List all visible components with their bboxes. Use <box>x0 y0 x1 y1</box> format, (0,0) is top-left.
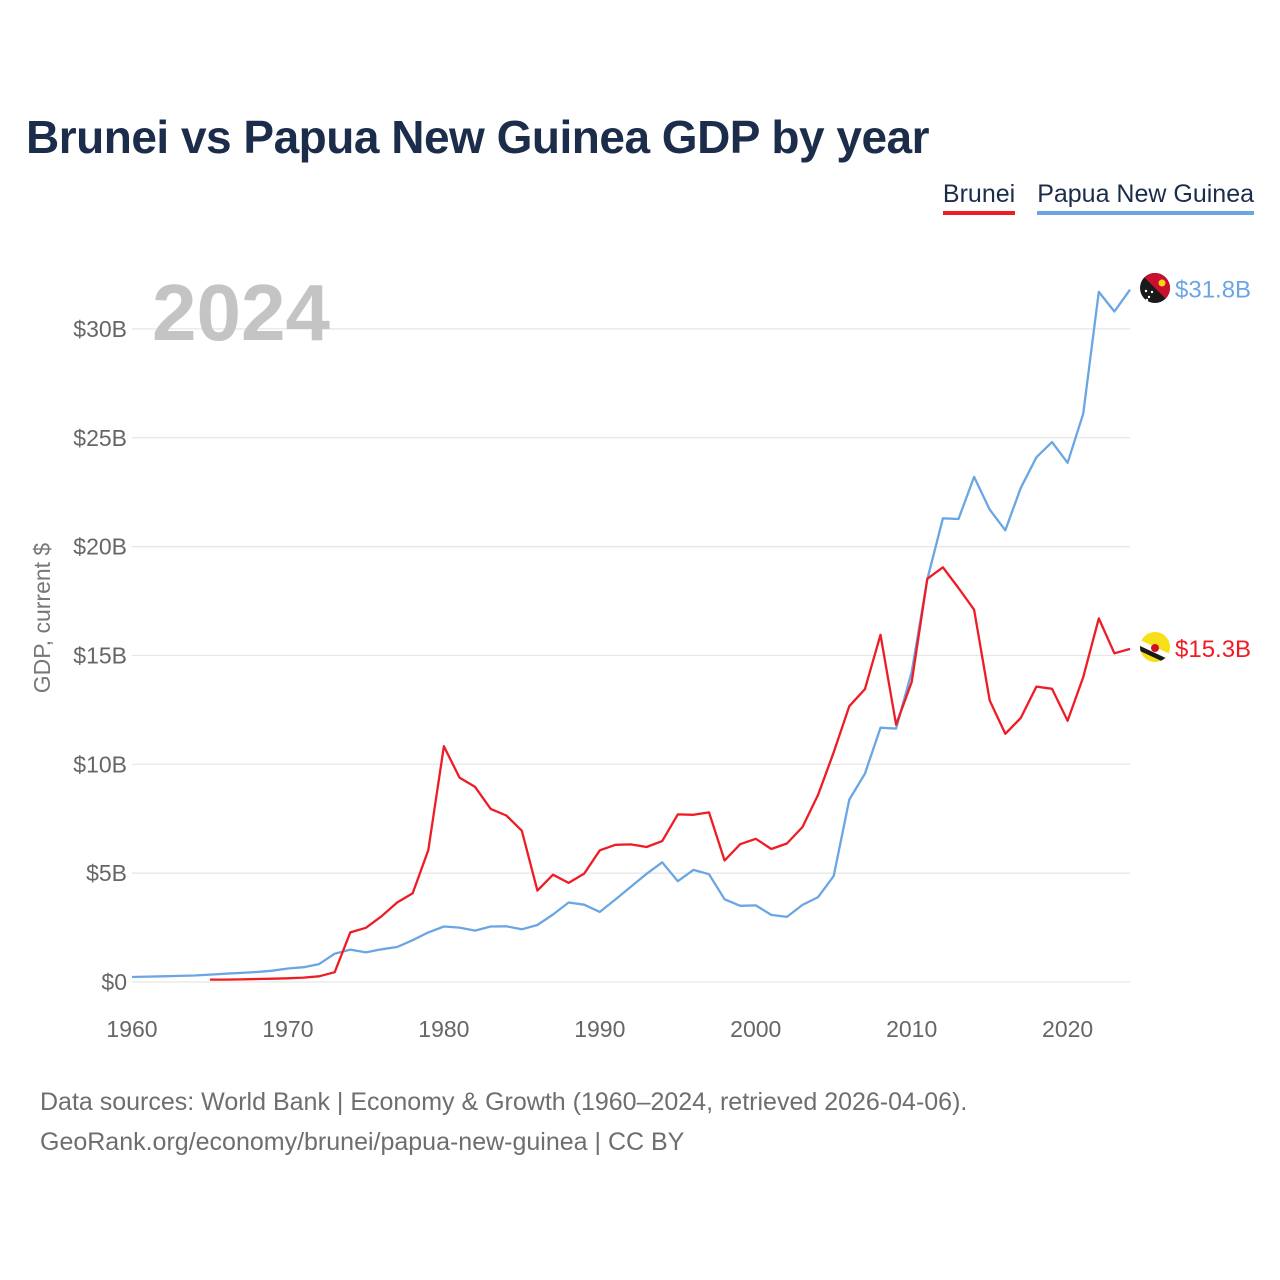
end-label-brunei: $15.3B <box>1175 636 1251 663</box>
papua-new-guinea-flag-icon <box>1140 273 1170 303</box>
y-axis-ticks: $0 $5B $10B $15B $20B $25B $30B <box>73 316 127 995</box>
y-tick-label: $5B <box>86 860 127 886</box>
footer-url[interactable]: GeoRank.org/economy/brunei/papua-new-gui… <box>40 1128 685 1156</box>
x-tick-label: 2010 <box>886 1016 937 1042</box>
chart-title: Brunei vs Papua New Guinea GDP by year <box>26 111 930 163</box>
series-lines <box>131 289 1131 981</box>
legend: Brunei Papua New Guinea <box>942 180 1254 215</box>
year-watermark: 2024 <box>152 268 330 357</box>
x-tick-label: 2000 <box>730 1016 781 1042</box>
series-end-markers <box>1140 273 1170 662</box>
end-label-papua-new-guinea: $31.8B <box>1175 277 1251 304</box>
y-tick-label: $0 <box>101 969 127 995</box>
x-tick-label: 1980 <box>418 1016 469 1042</box>
footer-sources: Data sources: World Bank | Economy & Gro… <box>40 1088 968 1116</box>
legend-item-brunei[interactable]: Brunei <box>942 180 1016 215</box>
series-line-papua-new-guinea[interactable] <box>131 289 1131 979</box>
legend-item-papua-new-guinea[interactable]: Papua New Guinea <box>1037 180 1254 215</box>
y-tick-label: $30B <box>73 316 127 342</box>
y-axis-label: GDP, current $ <box>29 543 55 694</box>
x-tick-label: 1990 <box>574 1016 625 1042</box>
series-end-labels: $31.8B $15.3B <box>1175 277 1251 663</box>
x-axis-ticks: 1960 1970 1980 1990 2000 2010 2020 <box>106 1016 1093 1042</box>
gridlines <box>132 328 1130 983</box>
y-tick-label: $25B <box>73 425 127 451</box>
x-tick-label: 1970 <box>262 1016 313 1042</box>
brunei-flag-icon <box>1140 632 1170 662</box>
y-tick-label: $15B <box>73 642 127 668</box>
y-tick-label: $20B <box>73 534 127 560</box>
x-tick-label: 2020 <box>1042 1016 1093 1042</box>
series-line-brunei[interactable] <box>210 566 1131 981</box>
y-tick-label: $10B <box>73 751 127 777</box>
x-tick-label: 1960 <box>106 1016 157 1042</box>
footer: Data sources: World Bank | Economy & Gro… <box>40 1082 967 1162</box>
